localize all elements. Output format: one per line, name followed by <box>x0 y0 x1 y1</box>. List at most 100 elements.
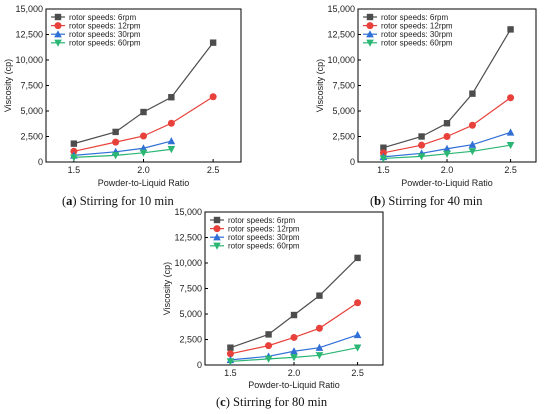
data-point <box>209 93 217 101</box>
data-point <box>354 254 361 262</box>
y-tick-label: 0 <box>197 360 202 370</box>
data-point <box>380 144 387 151</box>
data-point <box>265 342 273 350</box>
x-tick-label: 1.5 <box>68 165 81 175</box>
caption-paren-close: ) <box>381 194 385 208</box>
legend-swatch-marker <box>54 39 62 47</box>
legend-entry: rotor speeds: 6rpm <box>228 216 295 225</box>
y-axis-label: Viscosity (cp) <box>162 262 172 315</box>
data-point <box>443 133 451 140</box>
data-point <box>70 147 78 155</box>
legend-swatch-marker <box>213 225 221 233</box>
data-point <box>315 343 324 351</box>
y-tick-label: 7,500 <box>332 81 355 91</box>
data-point <box>506 128 515 136</box>
legend-entry: rotor speeds: 12rpm <box>381 21 453 30</box>
y-tick-label: 12,500 <box>327 30 355 40</box>
y-tick-label: 5,000 <box>332 106 355 116</box>
x-tick-label: 2.5 <box>504 165 517 175</box>
legend-entry: rotor speeds: 30rpm <box>381 30 453 39</box>
x-tick-label: 2.5 <box>351 368 364 378</box>
data-point <box>265 331 272 338</box>
data-point <box>264 355 273 363</box>
data-point <box>140 108 147 116</box>
data-point <box>507 26 514 33</box>
y-tick-label: 2,500 <box>179 335 202 345</box>
caption-text: Stirring for 40 min <box>385 194 483 208</box>
legend-entry: rotor speeds: 12rpm <box>69 21 141 30</box>
series-line <box>73 148 172 159</box>
legend-entry: rotor speeds: 6rpm <box>69 13 136 22</box>
y-axis-label: Viscosity (cp) <box>3 59 13 112</box>
x-axis-label: Powder-to-Liquid Ratio <box>98 178 190 188</box>
y-axis-label: Viscosity (cp) <box>315 59 325 112</box>
x-tick-label: 2.0 <box>441 165 454 175</box>
caption-text: Stirring for 10 min <box>77 194 175 208</box>
caption-text: Stirring for 80 min <box>230 395 328 409</box>
chart-panel-b: 0 2,500 5,000 7,500 10,000 12,500 15,000 1.5 2.0… <box>315 4 537 208</box>
legend-entry: rotor speeds: 30rpm <box>69 30 141 39</box>
data-point <box>379 149 387 157</box>
data-point <box>417 153 426 161</box>
data-point <box>70 154 78 162</box>
legend-entry: rotor speeds: 12rpm <box>228 224 300 233</box>
data-point <box>140 132 147 140</box>
data-point <box>443 120 451 127</box>
x-tick-label: 2.0 <box>137 165 150 175</box>
series-line <box>73 140 172 156</box>
legend-entry: rotor speeds: 30rpm <box>228 233 300 242</box>
caption-paren-open: ( <box>216 395 220 409</box>
caption-letter: c <box>220 395 226 409</box>
caption-paren-open: ( <box>62 194 66 208</box>
data-point <box>379 155 388 163</box>
x-axis-label: Powder-to-Liquid Ratio <box>248 380 340 390</box>
x-tick-label: 2.0 <box>288 368 301 378</box>
y-tick-label: 5,000 <box>20 106 43 116</box>
data-point <box>506 141 515 150</box>
y-tick-label: 10,000 <box>327 55 355 65</box>
legend-entry: rotor speeds: 60rpm <box>228 242 300 251</box>
legend-swatch-marker <box>54 22 62 30</box>
y-tick-label: 2,500 <box>20 132 43 142</box>
data-point <box>290 311 298 319</box>
data-point <box>418 133 425 140</box>
legend-swatch-marker <box>366 30 374 38</box>
data-point <box>353 344 362 352</box>
legend-swatch-marker <box>366 13 374 21</box>
data-point <box>443 144 451 152</box>
data-point <box>209 39 217 46</box>
data-point <box>226 358 235 366</box>
y-tick-label: 0 <box>350 157 355 167</box>
data-point <box>418 141 426 149</box>
data-point <box>443 150 451 158</box>
legend-swatch-marker <box>213 242 221 250</box>
legend-swatch-marker <box>213 216 221 224</box>
caption-letter: a <box>66 194 73 208</box>
caption-letter: b <box>374 194 381 208</box>
legend-swatch-marker <box>54 30 62 38</box>
data-point <box>468 140 477 148</box>
y-tick-label: 5,000 <box>179 309 202 319</box>
y-tick-label: 2,500 <box>332 132 355 142</box>
data-point <box>112 138 120 146</box>
y-tick-label: 12,500 <box>174 233 202 243</box>
x-tick-label: 1.5 <box>224 368 237 378</box>
data-point <box>167 146 176 154</box>
y-tick-label: 7,500 <box>179 284 202 294</box>
y-tick-label: 7,500 <box>20 81 43 91</box>
legend-swatch-marker <box>366 22 374 30</box>
data-point <box>290 333 298 341</box>
legend-swatch-marker <box>213 233 221 241</box>
panel-caption: (c) Stirring for 80 min <box>216 395 328 409</box>
legend-entry: rotor speeds: 60rpm <box>381 39 453 48</box>
data-point <box>70 140 78 147</box>
data-point <box>226 350 234 358</box>
data-point <box>168 94 175 101</box>
y-tick-label: 12,500 <box>15 30 43 40</box>
series-line <box>73 42 214 145</box>
data-point <box>468 121 476 129</box>
y-tick-label: 15,000 <box>174 207 202 217</box>
data-point <box>290 347 298 355</box>
data-point <box>112 128 119 136</box>
y-tick-label: 10,000 <box>15 55 43 65</box>
